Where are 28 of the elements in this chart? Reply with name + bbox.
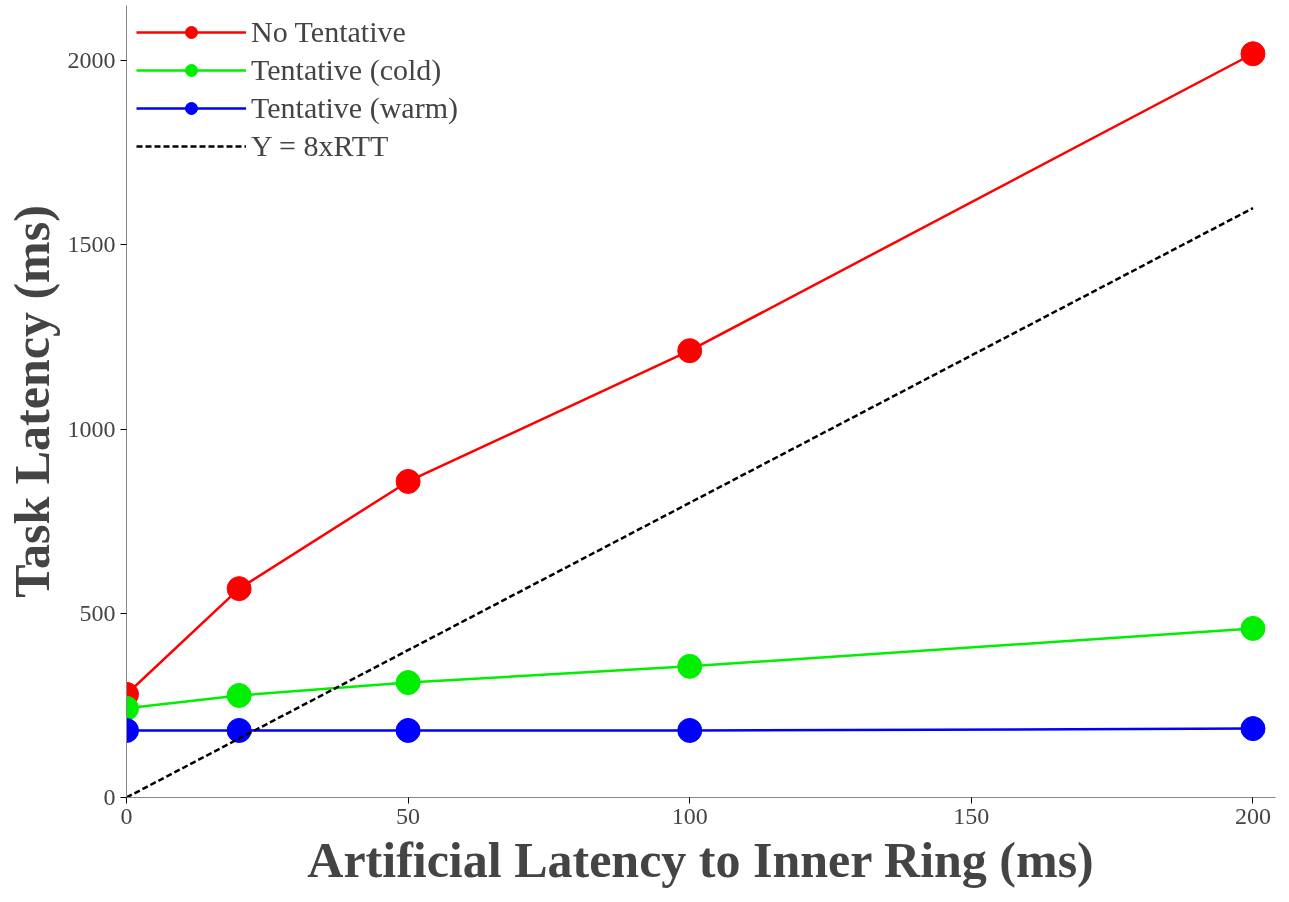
x-tick-label: 200 [1234, 802, 1271, 829]
x-tick-label: 0 [120, 802, 133, 829]
legend-label: Y = 8xRTT [251, 129, 389, 163]
point [677, 717, 703, 743]
y-tick-label: 1000 [67, 415, 116, 442]
legend-label: No Tentative [251, 15, 406, 49]
x-tick-label: 100 [671, 802, 708, 829]
y-tick-label: 0 [103, 784, 116, 810]
point [395, 468, 421, 494]
legend-label: Tentative (cold) [251, 53, 442, 87]
x-tick-label: 50 [396, 802, 421, 829]
point [226, 682, 252, 708]
point [226, 576, 252, 602]
legend-label: Tentative (warm) [251, 91, 458, 125]
y-tick-label: 500 [79, 599, 116, 626]
x-tick-label: 150 [953, 802, 990, 829]
y-tick-label: 1500 [67, 231, 116, 258]
point [1240, 716, 1266, 742]
x-axis-title: Artificial Latency to Inner Ring (ms) [307, 831, 1094, 888]
point [1240, 615, 1266, 641]
y-tick-label: 2000 [67, 47, 116, 74]
point [677, 653, 703, 679]
point [1240, 41, 1266, 67]
point [395, 717, 421, 743]
point [226, 717, 252, 743]
y-axis-title: Task Latency (ms) [3, 205, 60, 598]
point [677, 338, 703, 364]
point [395, 670, 421, 696]
